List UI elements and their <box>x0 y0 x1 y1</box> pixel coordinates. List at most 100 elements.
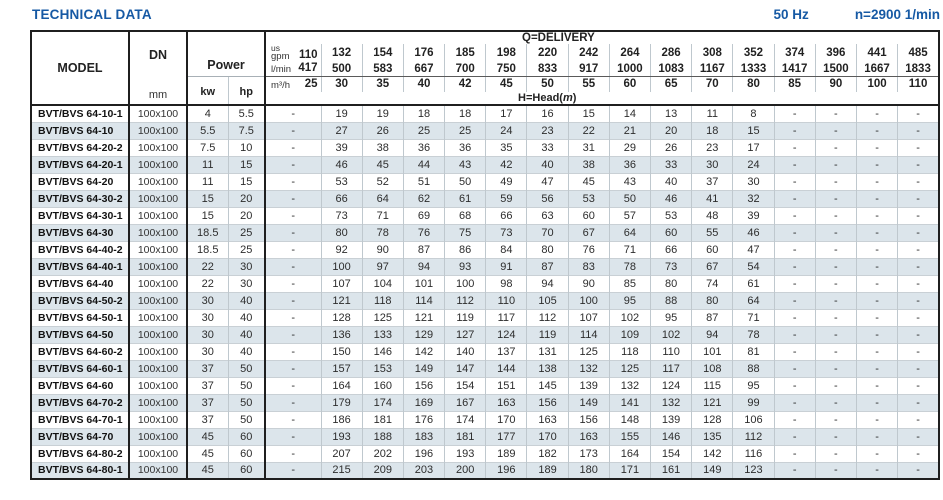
head-cell: 95 <box>650 308 692 326</box>
flow-m3h-value: 90 <box>814 76 857 92</box>
head-cell: - <box>814 257 857 275</box>
head-cell: - <box>897 155 939 173</box>
head-cell: 161 <box>650 461 692 479</box>
head-cell: 167 <box>444 393 486 411</box>
table-row: BVT/BVS 64-80-1 100x100 45 60-215 209 203 200 1… <box>31 461 939 479</box>
head-cell: 50 <box>608 189 651 207</box>
head-cell: 189 <box>485 444 527 462</box>
head-cell: 105 <box>526 291 569 309</box>
head-cell: 128 <box>320 308 363 326</box>
dn-cell: 100x100 <box>129 444 188 462</box>
head-cell: 27 <box>320 121 363 139</box>
head-cell: 56 <box>526 189 569 207</box>
dn-cell: 100x100 <box>129 325 188 343</box>
head-cell: 133 <box>361 325 404 343</box>
head-cell: 107 <box>320 274 363 292</box>
flow-gpm-value: 242 <box>567 44 610 62</box>
head-cell: 20 <box>650 121 692 139</box>
head-cell: - <box>265 410 322 428</box>
head-cell: 169 <box>402 393 445 411</box>
m3h-unit-cell: m³/h 25 <box>265 76 321 92</box>
head-cell: 81 <box>732 342 775 360</box>
head-cell: - <box>897 257 939 275</box>
model-cell: BVT/BVS 64-40-1 <box>31 257 130 275</box>
head-cell: - <box>897 325 939 343</box>
head-cell: 154 <box>650 444 692 462</box>
head-cell: 84 <box>485 240 527 258</box>
head-cell: 40 <box>650 172 692 190</box>
head-cell: 64 <box>361 189 404 207</box>
head-cell: 39 <box>320 138 363 156</box>
head-cell: - <box>265 206 322 224</box>
head-cell: 156 <box>526 393 569 411</box>
head-cell: 100 <box>444 274 486 292</box>
hp-cell: 40 <box>228 291 267 309</box>
model-cell: BVT/BVS 64-40 <box>31 274 130 292</box>
head-cell: 127 <box>444 325 486 343</box>
dn-cell: 100x100 <box>129 257 188 275</box>
head-cell: 73 <box>320 206 363 224</box>
flow-gpm-value: 176 <box>402 44 445 62</box>
head-cell: 51 <box>402 172 445 190</box>
head-cell: - <box>897 206 939 224</box>
head-cell: 66 <box>485 206 527 224</box>
head-cell: 112 <box>444 291 486 309</box>
table-row: BVT/BVS 64-70 100x100 45 60-193 188 183 181 177… <box>31 427 939 445</box>
head-cell: - <box>897 393 939 411</box>
head-cell: 47 <box>526 172 569 190</box>
head-cell: 18 <box>402 104 445 122</box>
head-cell: - <box>265 274 322 292</box>
head-cell: 156 <box>402 376 445 394</box>
head-cell: - <box>773 155 816 173</box>
head-cell: - <box>855 325 898 343</box>
head-cell: 119 <box>526 325 569 343</box>
head-cell: 163 <box>567 427 610 445</box>
flow-gpm-value: 110 <box>298 49 318 61</box>
head-cell: - <box>814 308 857 326</box>
head-cell: - <box>814 325 857 343</box>
kw-cell: 11 <box>187 172 229 190</box>
head-cell: - <box>855 427 898 445</box>
head-cell: 181 <box>444 427 486 445</box>
head-cell: - <box>265 240 322 258</box>
hp-cell: 50 <box>228 376 267 394</box>
head-cell: 24 <box>732 155 775 173</box>
flow-gpm-value: 374 <box>773 44 816 62</box>
flow-m3h-value: 30 <box>320 76 363 92</box>
head-cell: - <box>773 410 816 428</box>
head-cell: 138 <box>526 359 569 377</box>
head-cell: - <box>855 104 898 122</box>
model-cell: BVT/BVS 64-40-2 <box>31 240 130 258</box>
head-cell: - <box>814 427 857 445</box>
head-cell: - <box>773 104 816 122</box>
head-cell: 202 <box>361 444 404 462</box>
model-cell: BVT/BVS 64-10 <box>31 121 130 139</box>
head-cell: 17 <box>485 104 527 122</box>
head-cell: - <box>897 427 939 445</box>
head-cell: 8 <box>732 104 775 122</box>
head-cell: 109 <box>608 325 651 343</box>
head-cell: 170 <box>526 427 569 445</box>
model-cell: BVT/BVS 64-60-1 <box>31 359 130 377</box>
kw-cell: 37 <box>187 393 229 411</box>
head-cell: 110 <box>485 291 527 309</box>
head-cell: 23 <box>691 138 733 156</box>
table-row: BVT/BVS 64-40-2 100x100 18.5 25-92 90 87 86 84 8… <box>31 240 939 258</box>
dn-cell: 100x100 <box>129 155 188 173</box>
flow-lmin-value: 1083 <box>650 62 692 77</box>
head-cell: 36 <box>608 155 651 173</box>
table-row: BVT/BVS 64-10 100x100 5.5 7.5-27 26 25 25 24 23 2… <box>31 121 939 139</box>
head-cell: 148 <box>608 410 651 428</box>
head-cell: 15 <box>567 104 610 122</box>
head-cell: 93 <box>444 257 486 275</box>
head-cell: 19 <box>320 104 363 122</box>
head-cell: 164 <box>320 376 363 394</box>
head-cell: - <box>265 291 322 309</box>
head-cell: 193 <box>320 427 363 445</box>
head-cell: 70 <box>526 223 569 241</box>
frequency-label: 50 Hz <box>773 7 809 22</box>
head-cell: 80 <box>320 223 363 241</box>
dn-cell: 100x100 <box>129 189 188 207</box>
head-cell: 52 <box>361 172 404 190</box>
table-row: BVT/BVS 64-20-2 100x100 7.5 10-39 38 36 36 35 33… <box>31 138 939 156</box>
